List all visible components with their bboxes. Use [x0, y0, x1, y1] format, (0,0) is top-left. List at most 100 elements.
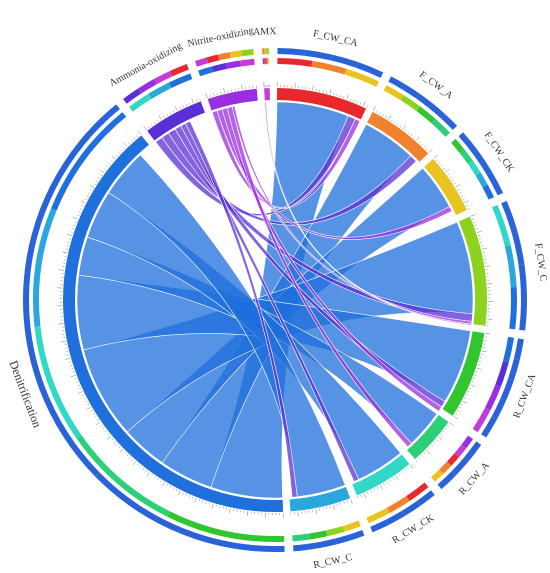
tick-mark [196, 99, 198, 102]
tick-mark [418, 457, 420, 460]
tick-mark [192, 496, 194, 499]
segment-label-f-cw-c: F_CW_C [532, 243, 548, 283]
tick-mark [480, 241, 483, 243]
tick-mark [457, 189, 460, 191]
tick-mark [78, 211, 81, 213]
tick-mark [382, 114, 384, 117]
tick-mark [407, 466, 409, 469]
tick-mark [385, 115, 387, 118]
ring-band-r-cw-c [321, 538, 337, 548]
tick-mark [77, 384, 80, 386]
tick-mark [475, 228, 478, 230]
tick-mark [340, 502, 342, 505]
tick-mark [70, 364, 73, 366]
tick-mark [461, 195, 464, 197]
tick-mark [392, 477, 394, 480]
ring-band-nitrite-oxidizing [206, 54, 220, 64]
segment-arc-r-cw-c [289, 487, 351, 512]
ring-band-f-cw-c [504, 245, 517, 288]
tick-mark [111, 438, 114, 441]
tick-mark [123, 451, 126, 454]
ring-band-ammonia-oxidizing [148, 82, 172, 99]
tick-mark [73, 217, 79, 220]
tick-mark [398, 473, 400, 476]
tick-mark [297, 511, 299, 517]
ring-band-f-cw-ca [344, 68, 379, 87]
tick-mark [202, 500, 204, 503]
ring-band-r-cw-c [326, 526, 345, 537]
tick-mark [94, 415, 97, 418]
tick-mark [160, 480, 162, 483]
ring-band-f-cw-c [509, 287, 518, 330]
tick-mark [396, 123, 399, 126]
tick-mark [213, 93, 215, 96]
ring-band-f-cw-ca [277, 48, 305, 56]
ring-band-r-cw-ca [485, 384, 501, 411]
tick-mark [108, 163, 111, 165]
tick-mark [426, 148, 429, 151]
tick-mark [404, 469, 406, 471]
segment-ticks [57, 82, 493, 518]
tick-mark [405, 129, 407, 132]
tick-mark [151, 124, 153, 126]
ring-band-nitrite-oxidizing [195, 57, 209, 67]
tick-mark [315, 509, 317, 515]
ribbon-denitrification-to-r-cw-c [108, 154, 346, 498]
tick-mark [480, 245, 484, 247]
tick-mark [71, 368, 74, 370]
tick-mark [67, 234, 72, 237]
ring-band-nitrite-oxidizing [211, 63, 228, 73]
tick-mark [89, 184, 95, 188]
tick-mark [363, 493, 367, 499]
tick-mark [199, 98, 201, 101]
ring-band-ammonia-oxidizing [168, 73, 193, 88]
tick-mark [470, 214, 476, 217]
chord-ribbons [76, 101, 474, 499]
ring-band-f-cw-ca [330, 54, 358, 68]
tick-mark [123, 147, 126, 150]
tick-mark [107, 435, 112, 440]
ring-band-r-cw-a [461, 435, 474, 449]
tick-mark [478, 360, 482, 362]
ribbon-amx-to-f-cw-c [264, 101, 472, 326]
tick-mark [465, 394, 468, 396]
tick-mark [139, 465, 142, 468]
ring-band-r-cw-ca [502, 336, 515, 363]
tick-mark [453, 182, 456, 185]
segment-label-r-cw-c: R_CW_C [312, 552, 353, 571]
tick-mark [474, 374, 477, 376]
tick-mark [479, 238, 482, 240]
ring-band-f-cw-a [400, 95, 421, 112]
tick-mark [480, 354, 483, 356]
tick-mark [467, 208, 470, 210]
tick-mark [428, 447, 431, 450]
tick-mark [329, 505, 331, 508]
ring-band-r-cw-ca [481, 416, 497, 438]
tick-mark [481, 350, 487, 353]
ring-band-denitrification [167, 511, 285, 542]
tick-mark [373, 488, 375, 491]
tick-mark [399, 125, 402, 128]
tick-mark [462, 400, 468, 404]
tick-mark [148, 126, 150, 129]
tick-mark [70, 374, 76, 378]
outer-percentage-rings [22, 48, 527, 553]
ring-band-r-cw-ca [500, 378, 514, 401]
ring-band-r-cw-a [451, 456, 470, 476]
tick-mark [408, 132, 410, 135]
tick-mark [481, 247, 487, 250]
tick-mark [100, 424, 103, 427]
ring-band-ammonia-oxidizing [153, 70, 173, 85]
tick-mark [444, 428, 447, 430]
segment-arc-amx [264, 88, 271, 101]
tick-mark [62, 251, 68, 254]
ring-band-r-cw-c [335, 534, 351, 545]
tick-mark [215, 504, 217, 507]
tick-mark [433, 441, 436, 444]
tick-mark [468, 387, 471, 390]
tick-mark [120, 149, 123, 152]
tick-mark [333, 93, 335, 96]
tick-mark [470, 384, 476, 387]
tick-mark [86, 406, 91, 410]
ring-band-amx [264, 48, 267, 55]
